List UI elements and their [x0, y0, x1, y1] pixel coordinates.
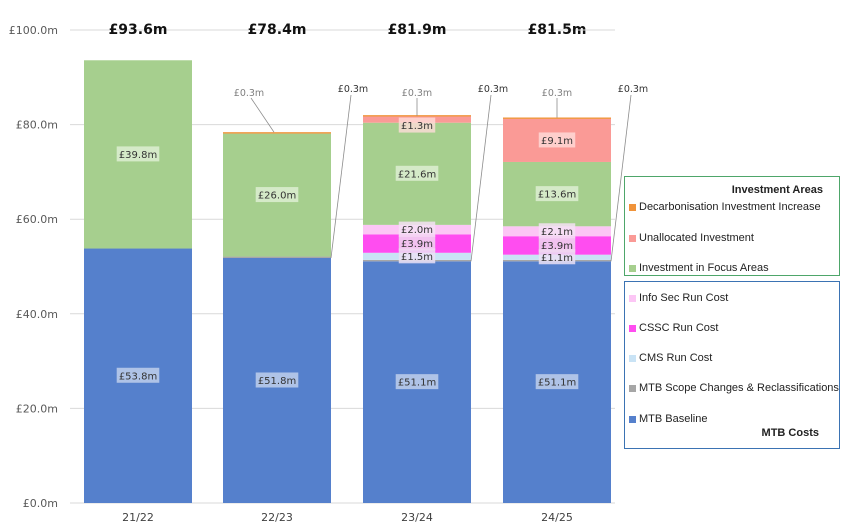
- segment-label: £51.1m: [538, 378, 576, 389]
- annotation-decarbonisation: £0.3m: [234, 88, 264, 99]
- legend-swatch: [629, 234, 636, 242]
- segment-label: £1.1m: [541, 253, 573, 264]
- legend-label: MTB Scope Changes & Reclassifications: [639, 382, 839, 394]
- segment-label-bg: [398, 248, 436, 264]
- segment-labels: £53.8m £39.8m £51.8m £26.0m £51.1m £1.5m £3.9m…: [116, 117, 579, 390]
- annotation-decarbonisation: £0.3m: [542, 88, 572, 99]
- segment-label-bg: [538, 132, 576, 148]
- total-label: £81.9m: [388, 22, 447, 38]
- segment-label-bg: [395, 165, 439, 181]
- bar-segment-decarbonisation-investment: [363, 115, 471, 117]
- bar-segment-decarbonisation-investment: [503, 117, 611, 119]
- legend-label: Investment in Focus Areas: [639, 262, 769, 274]
- total-labels: £93.6m £78.4m £81.9m £81.5m: [109, 22, 615, 38]
- segment-label: £2.1m: [541, 227, 573, 238]
- legend-swatch: [629, 264, 636, 272]
- total-label: £78.4m: [248, 22, 307, 38]
- leader-line: [250, 97, 275, 133]
- total-label: £81.5m: [528, 22, 587, 38]
- legend-item-cms[interactable]: CMS Run Cost: [629, 352, 712, 364]
- legend-label: Info Sec Run Cost: [639, 292, 729, 304]
- legend-swatch: [629, 294, 636, 302]
- legend-swatch: [629, 324, 636, 332]
- annotation-mtb-scope: £0.3m: [338, 84, 368, 95]
- segment-label-bg: [255, 187, 299, 203]
- legend-swatch: [629, 415, 636, 423]
- segment-label: £53.8m: [119, 371, 157, 382]
- annotation-mtb-scope: £0.3m: [618, 84, 648, 95]
- legend-item-cssc[interactable]: CSSC Run Cost: [629, 322, 718, 334]
- legend-item-mtb-scope[interactable]: MTB Scope Changes & Reclassifications: [629, 382, 839, 394]
- segment-label-bg: [538, 223, 576, 239]
- y-tick-label: £100.0m: [9, 24, 58, 37]
- leader-line: [330, 94, 352, 259]
- x-category-label: 23/24: [401, 511, 433, 524]
- segment-label-bg: [398, 235, 436, 251]
- legend-label: CMS Run Cost: [639, 352, 713, 364]
- leader-line: [470, 94, 492, 262]
- legend-investment-title: Investment Areas: [731, 184, 823, 196]
- segment-label: £2.0m: [401, 225, 433, 236]
- segment-label: £3.9m: [401, 239, 433, 250]
- segment-label-bg: [538, 237, 576, 253]
- leader-line: [610, 94, 632, 262]
- legend-item-mtb-baseline[interactable]: MTB Baseline: [629, 413, 707, 425]
- legend-label: Decarbonisation Investment Increase: [639, 201, 821, 213]
- y-tick-label: £80.0m: [16, 119, 58, 132]
- legend-swatch: [629, 203, 636, 211]
- small-value-annotations: £0.3m £0.3m £0.3m £0.3m £0.3m £0.3m: [234, 84, 648, 262]
- annotation-decarbonisation: £0.3m: [402, 88, 432, 99]
- x-axis-categories: 21/22 22/23 23/24 24/25: [122, 511, 573, 524]
- legend-mtb-title: MTB Costs: [761, 427, 819, 439]
- bar-segment-decarbonisation-investment: [223, 132, 331, 134]
- x-category-label: 24/25: [541, 511, 573, 524]
- segment-label: £1.5m: [401, 252, 433, 263]
- legend-swatch: [629, 354, 636, 362]
- legend-mtb-costs: Info Sec Run Cost CSSC Run Cost CMS Run …: [624, 281, 840, 449]
- y-tick-label: £60.0m: [16, 213, 58, 226]
- legend-label: CSSC Run Cost: [639, 322, 719, 334]
- segment-label: £13.6m: [538, 190, 576, 201]
- segment-label-bg: [255, 372, 299, 388]
- segment-label-bg: [535, 186, 579, 202]
- segment-label: £9.1m: [541, 136, 573, 147]
- legend-swatch: [629, 384, 636, 392]
- legend-item-focus-areas[interactable]: Investment in Focus Areas: [629, 262, 769, 274]
- segment-label: £26.0m: [258, 191, 296, 202]
- annotation-mtb-scope: £0.3m: [478, 84, 508, 95]
- total-label: £93.6m: [109, 22, 168, 38]
- segment-label: £21.6m: [398, 169, 436, 180]
- segment-label-bg: [538, 249, 576, 265]
- segment-label: £3.9m: [541, 241, 573, 252]
- segment-label-bg: [398, 221, 436, 237]
- legend-label: MTB Baseline: [639, 413, 708, 425]
- segment-label-bg: [535, 374, 579, 390]
- x-category-label: 22/23: [261, 511, 293, 524]
- segment-label-bg: [398, 117, 436, 133]
- legend-investment-areas: Investment Areas Decarbonisation Investm…: [624, 176, 840, 276]
- y-tick-label: £0.0m: [23, 497, 58, 510]
- legend-label: Unallocated Investment: [639, 232, 754, 244]
- bar-segment-mtb-scope-changes: [223, 256, 331, 258]
- y-tick-label: £20.0m: [16, 402, 58, 415]
- y-axis-ticks: £0.0m £20.0m £40.0m £60.0m £80.0m £100.0m: [9, 24, 58, 510]
- x-category-label: 21/22: [122, 511, 154, 524]
- legend-item-decarbonisation[interactable]: Decarbonisation Investment Increase: [629, 201, 821, 213]
- segment-label-bg: [116, 367, 160, 383]
- legend-item-unallocated[interactable]: Unallocated Investment: [629, 232, 754, 244]
- legend-item-info-sec[interactable]: Info Sec Run Cost: [629, 292, 728, 304]
- segment-label: £1.3m: [401, 121, 433, 132]
- segment-label: £51.8m: [258, 376, 296, 387]
- segment-label: £51.1m: [398, 378, 436, 389]
- segment-label-bg: [116, 146, 160, 162]
- segment-label: £39.8m: [119, 150, 157, 161]
- y-tick-label: £40.0m: [16, 308, 58, 321]
- segment-label-bg: [395, 374, 439, 390]
